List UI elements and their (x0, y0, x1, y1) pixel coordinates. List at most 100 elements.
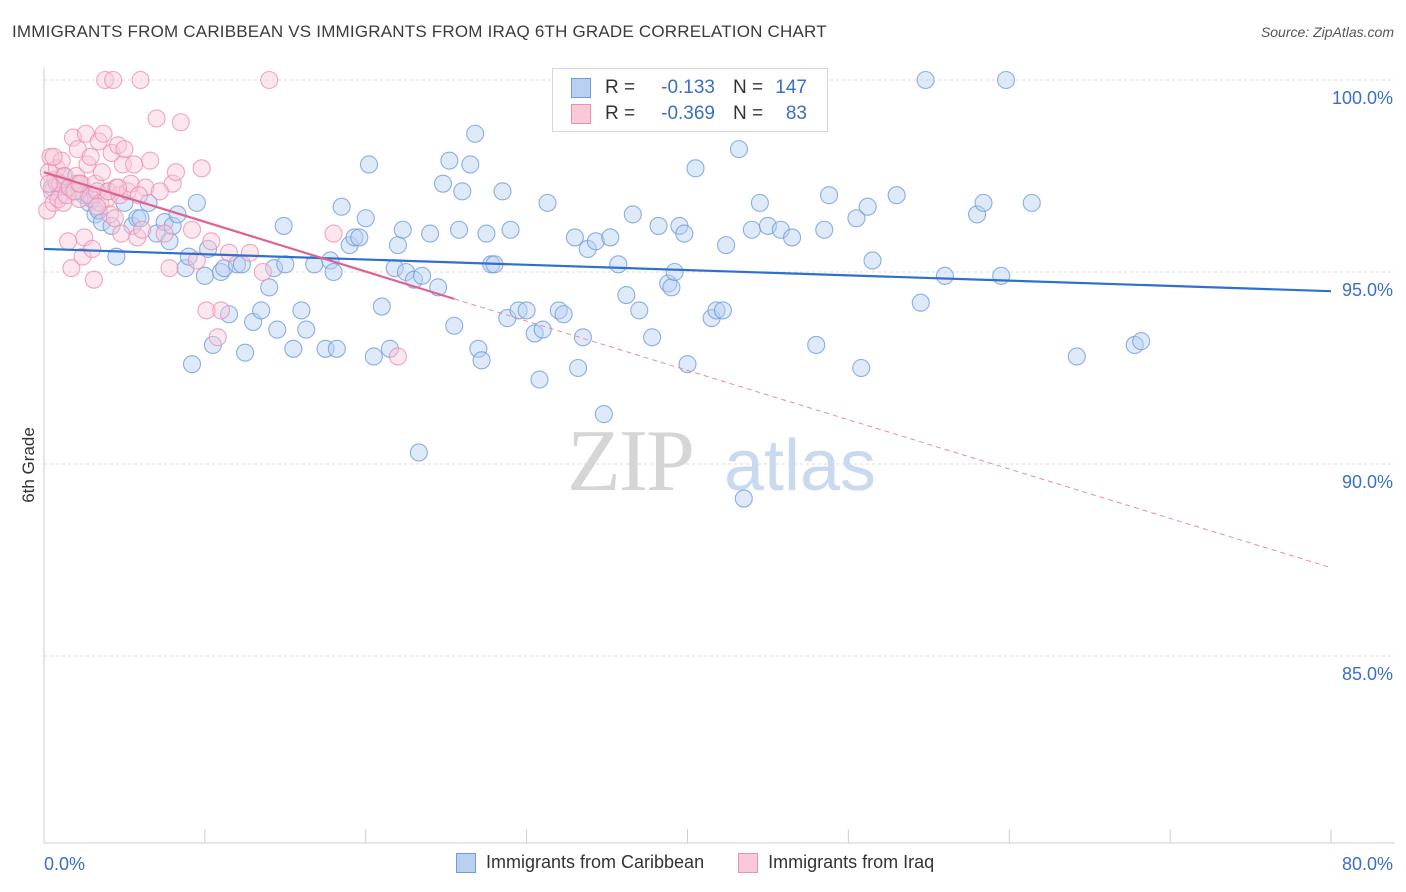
point-caribbean (630, 301, 649, 320)
point-caribbean (996, 70, 1016, 90)
series-legend-label-iraq: Immigrants from Iraq (768, 852, 935, 872)
point-caribbean (609, 255, 628, 274)
point-iraq (83, 239, 102, 259)
point-iraq (92, 163, 111, 182)
point-iraq (73, 247, 92, 266)
point-iraq (388, 347, 407, 366)
point-caribbean (852, 358, 871, 378)
point-iraq (219, 243, 239, 262)
point-caribbean (569, 358, 588, 378)
chart-title: IMMIGRANTS FROM CARIBBEAN VS IMMIGRANTS … (12, 22, 827, 41)
point-caribbean (372, 297, 391, 316)
point-caribbean (260, 278, 279, 297)
point-caribbean (858, 197, 877, 216)
x-tick-label: 80.0% (1342, 854, 1393, 874)
point-caribbean (276, 255, 295, 274)
point-caribbean (554, 305, 573, 324)
point-caribbean (750, 193, 769, 212)
series-legend-swatch-iraq (738, 852, 759, 873)
point-caribbean (364, 347, 383, 366)
point-iraq (105, 209, 124, 228)
point-caribbean (324, 262, 343, 282)
legend-swatch-caribbean (571, 78, 591, 98)
point-iraq (38, 201, 57, 220)
point-caribbean (292, 301, 311, 320)
point-caribbean (935, 266, 954, 285)
series-legend: Immigrants from Caribbean Immigrants fro… (456, 852, 968, 873)
point-iraq (44, 147, 63, 166)
point-caribbean (820, 186, 839, 205)
point-iraq (141, 151, 160, 170)
point-caribbean (530, 370, 549, 389)
point-caribbean (388, 236, 407, 255)
point-iraq (150, 182, 169, 201)
point-caribbean (573, 328, 592, 347)
point-caribbean (409, 443, 428, 462)
legend-row-iraq: R = -0.369 N = 83 (571, 102, 807, 126)
point-caribbean (662, 278, 681, 297)
point-caribbean (586, 232, 605, 251)
point-caribbean (252, 301, 271, 320)
y-axis-label: 6th Grade (19, 427, 38, 503)
point-caribbean (297, 320, 316, 339)
point-caribbean (734, 489, 753, 508)
point-caribbean (742, 220, 761, 239)
point-caribbean (195, 266, 214, 285)
point-caribbean (565, 228, 584, 247)
point-caribbean (713, 301, 732, 320)
point-iraq (187, 251, 206, 270)
point-caribbean (182, 355, 202, 374)
point-caribbean (131, 209, 150, 228)
y-tick-label: 95.0% (1342, 280, 1393, 300)
point-caribbean (675, 224, 694, 243)
point-caribbean (887, 186, 906, 205)
point-caribbean (477, 224, 496, 243)
y-tick-label: 85.0% (1342, 664, 1393, 684)
legend-swatch-iraq (571, 104, 591, 124)
point-caribbean (916, 70, 935, 90)
point-iraq (197, 301, 216, 320)
point-caribbean (643, 328, 662, 347)
point-caribbean (345, 228, 364, 247)
point-iraq (136, 178, 155, 197)
point-iraq (202, 232, 221, 251)
point-caribbean (863, 251, 882, 270)
series-iraq-points (38, 70, 407, 366)
point-iraq (125, 155, 144, 174)
point-iraq (240, 243, 259, 262)
point-caribbean (421, 224, 440, 243)
point-iraq (208, 328, 227, 347)
point-caribbean (617, 285, 636, 305)
point-iraq (147, 109, 166, 128)
point-caribbean (187, 193, 206, 212)
point-caribbean (533, 320, 552, 339)
point-caribbean (445, 316, 464, 335)
point-caribbean (327, 339, 346, 358)
tick-labels: 85.0% 90.0% 95.0% 100.0% 0.0% 80.0% (44, 88, 1393, 874)
point-iraq (88, 197, 107, 216)
legend-n-value: 83 (785, 103, 807, 124)
gridlines (44, 79, 1395, 657)
point-caribbean (707, 301, 726, 320)
point-iraq (171, 113, 190, 132)
point-iraq (166, 163, 185, 182)
series-legend-item-caribbean[interactable]: Immigrants from Caribbean (456, 852, 704, 873)
point-iraq (211, 301, 231, 320)
point-caribbean (236, 343, 255, 362)
point-iraq (112, 224, 131, 243)
point-caribbean (974, 193, 993, 212)
point-iraq (324, 224, 343, 243)
point-caribbean (359, 155, 379, 174)
watermark-zip: ZIP (567, 413, 693, 510)
point-caribbean (665, 262, 684, 282)
point-caribbean (783, 228, 802, 247)
point-iraq (39, 174, 58, 193)
point-iraq (133, 220, 152, 239)
point-iraq (155, 224, 174, 243)
series-legend-item-iraq[interactable]: Immigrants from Iraq (738, 852, 934, 873)
point-caribbean (686, 159, 705, 178)
point-caribbean (807, 335, 826, 355)
point-caribbean (623, 205, 642, 224)
point-caribbean (274, 216, 293, 235)
